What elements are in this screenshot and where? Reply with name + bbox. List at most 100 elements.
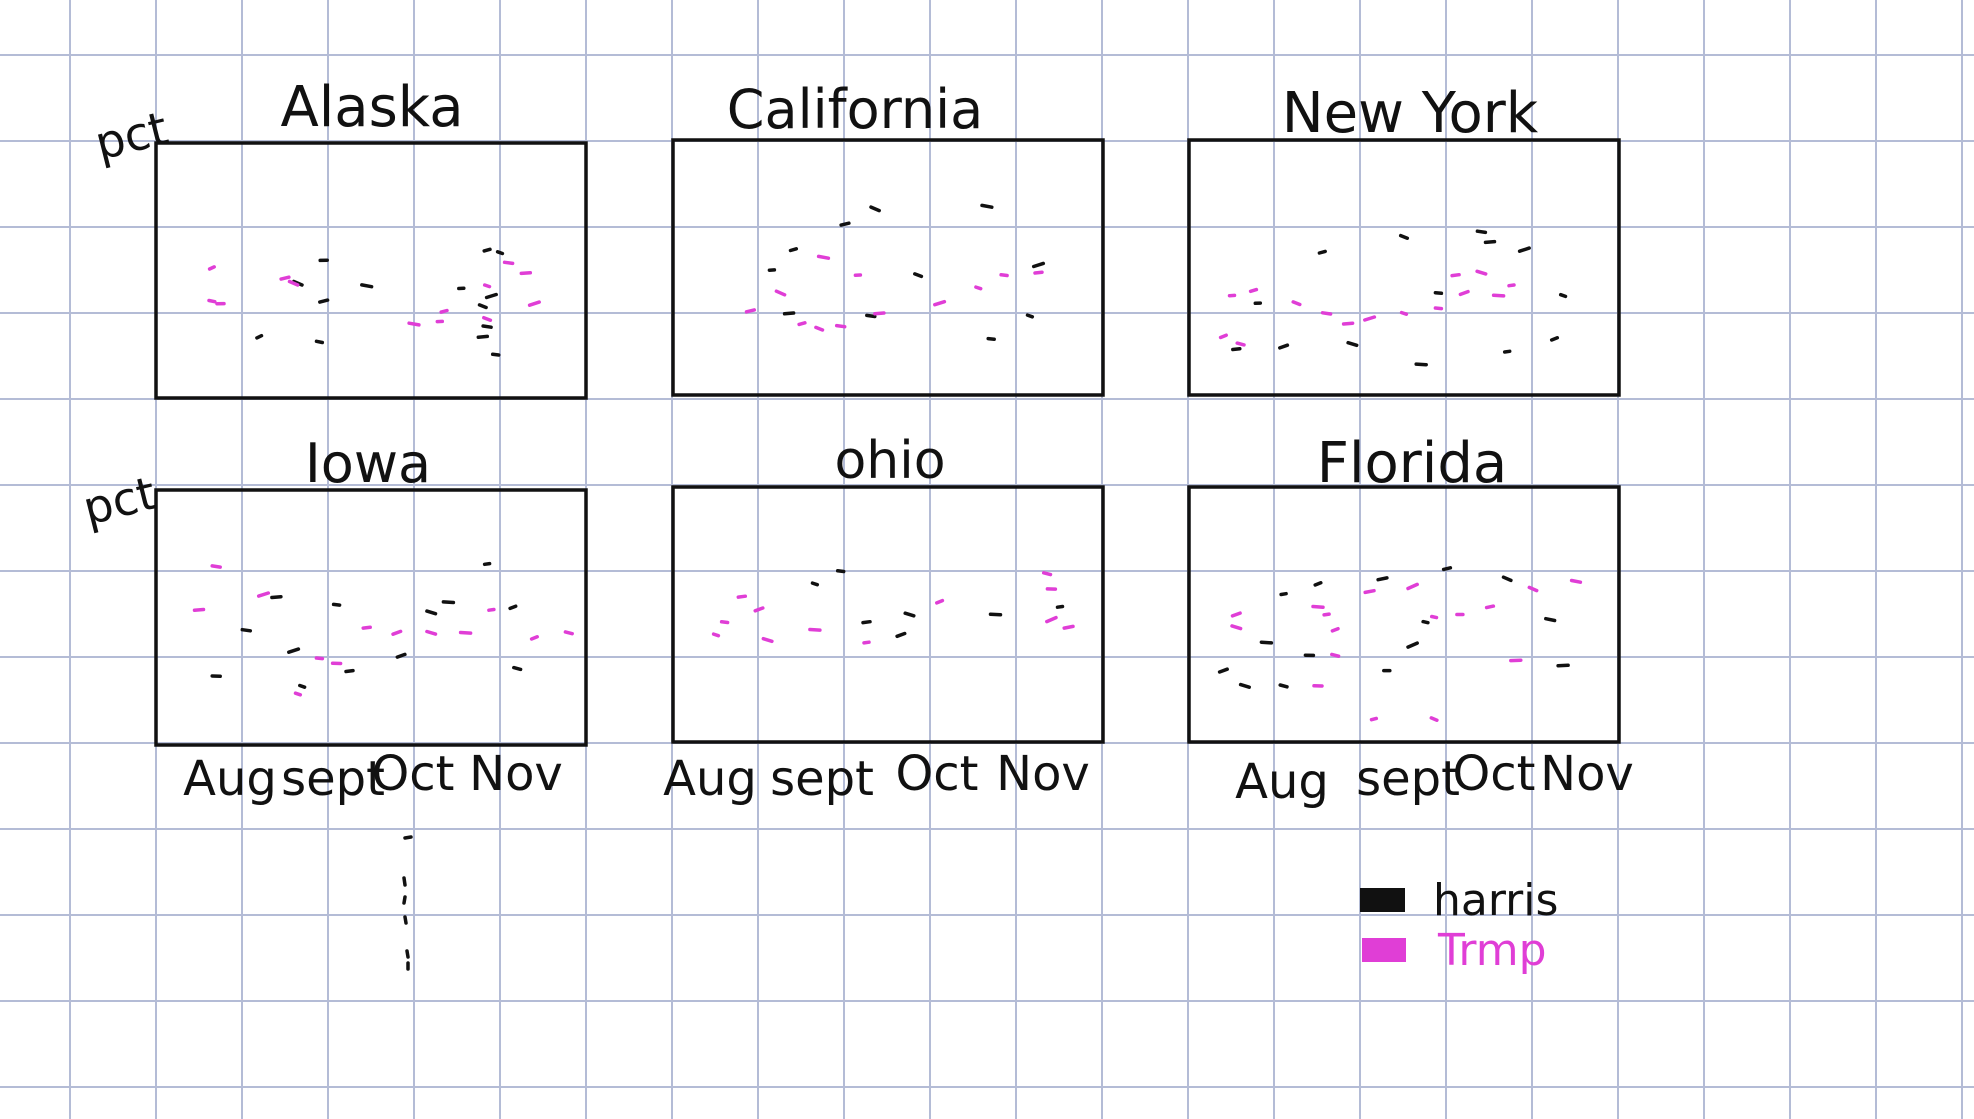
x-label-col2-aug: Aug	[663, 751, 757, 807]
ohio-harris-mark	[810, 581, 820, 587]
panel-frame-california	[671, 138, 1105, 397]
alaska-harris-mark	[360, 283, 374, 289]
new-york-harris-mark	[1414, 362, 1428, 367]
ohio-trump-mark	[753, 606, 765, 613]
iowa-harris-mark	[287, 647, 301, 654]
iowa-harris-mark	[482, 561, 492, 567]
alaska-harris-mark	[477, 303, 488, 310]
new-york-harris-mark	[1278, 343, 1290, 350]
x-label-col3-nov: Nov	[1540, 746, 1634, 802]
alaska-harris-mark	[490, 352, 501, 357]
x-label-col2-nov: Nov	[996, 746, 1090, 802]
ohio-trump-mark	[808, 627, 822, 632]
florida-trump-mark	[1369, 716, 1379, 722]
iowa-harris-mark	[425, 609, 438, 616]
iowa-trump-mark	[256, 591, 271, 598]
ohio-trump-mark	[711, 632, 721, 638]
legend-swatch-trump	[1362, 938, 1406, 962]
alaska-trump-mark	[407, 321, 421, 327]
ohio-harris-mark	[1055, 604, 1065, 609]
new-york-harris-mark	[1558, 292, 1568, 299]
panel-title-new-york: New York	[1282, 81, 1539, 146]
iowa-trump-mark	[529, 635, 539, 641]
panel-frame-new-york	[1187, 138, 1621, 397]
new-york-harris-mark	[1398, 233, 1410, 240]
iowa-trump-mark	[210, 564, 222, 569]
alaska-trump-mark	[482, 283, 492, 289]
alaska-harris-mark	[314, 339, 325, 345]
california-trump-mark	[1033, 270, 1044, 275]
dotted-continuation-line	[402, 835, 413, 971]
new-york-harris-mark	[1317, 249, 1327, 255]
california-trump-mark	[797, 321, 807, 327]
iowa-trump-mark	[425, 629, 438, 636]
panel-title-ohio: ohio	[834, 431, 945, 491]
california-trump-mark	[774, 289, 787, 297]
alaska-harris-mark	[481, 324, 493, 329]
florida-trump-mark	[1230, 611, 1242, 618]
new-york-harris-mark	[1517, 246, 1531, 253]
alaska-trump-mark	[527, 300, 541, 307]
florida-harris-mark	[1238, 682, 1251, 689]
panel-frame-ohio	[671, 485, 1105, 744]
panel-title-alaska: Alaska	[280, 75, 463, 140]
new-york-harris-mark	[1549, 336, 1560, 342]
new-york-trump-mark	[1491, 293, 1506, 298]
ohio-harris-mark	[835, 569, 846, 574]
alaska-trump-mark	[287, 279, 300, 287]
iowa-harris-mark	[331, 602, 342, 607]
california-trump-mark	[933, 299, 947, 307]
florida-trump-mark	[1527, 585, 1539, 593]
iowa-trump-mark	[458, 630, 473, 635]
florida-trump-mark	[1429, 716, 1439, 722]
california-harris-mark	[986, 336, 996, 341]
new-york-trump-mark	[1433, 306, 1444, 311]
panel-frame-florida	[1187, 485, 1621, 744]
ohio-trump-mark	[1062, 624, 1075, 630]
california-trump-mark	[873, 311, 886, 316]
panel-title-california: California	[727, 78, 983, 141]
new-york-trump-mark	[1363, 315, 1377, 322]
florida-trump-mark	[1406, 582, 1419, 591]
legend-swatch-harris	[1360, 888, 1405, 912]
x-label-col3-aug: Aug	[1235, 754, 1329, 810]
y-axis-label-top: pct	[90, 101, 173, 171]
iowa-harris-mark	[395, 652, 407, 659]
alaska-trump-mark	[482, 315, 493, 322]
x-label-col1-nov: Nov	[469, 746, 563, 802]
ohio-trump-mark	[935, 598, 945, 605]
california-trump-mark	[744, 308, 757, 314]
iowa-trump-mark	[314, 656, 325, 661]
california-trump-mark	[814, 325, 825, 332]
iowa-harris-mark	[270, 594, 283, 600]
iowa-trump-mark	[563, 630, 574, 636]
new-york-trump-mark	[1475, 269, 1488, 276]
florida-trump-mark	[1311, 604, 1325, 609]
iowa-trump-mark	[487, 607, 496, 612]
florida-trump-mark	[1322, 612, 1331, 617]
ohio-harris-mark	[861, 619, 872, 625]
new-york-trump-mark	[1458, 289, 1470, 297]
ohio-trump-mark	[1041, 571, 1053, 577]
florida-trump-mark	[1330, 626, 1340, 633]
ohio-trump-mark	[1045, 615, 1058, 624]
florida-harris-mark	[1313, 581, 1323, 587]
y-axis-label-bottom: pct	[78, 466, 161, 536]
new-york-trump-mark	[1248, 287, 1259, 294]
iowa-harris-mark	[298, 683, 307, 689]
iowa-trump-mark	[293, 691, 303, 697]
iowa-harris-mark	[441, 600, 456, 605]
alaska-trump-mark	[279, 275, 291, 281]
florida-harris-mark	[1421, 619, 1430, 625]
new-york-harris-mark	[1231, 346, 1242, 352]
new-york-trump-mark	[1291, 300, 1302, 307]
new-york-harris-mark	[1346, 340, 1359, 348]
florida-trump-mark	[1484, 604, 1496, 610]
alaska-harris-mark	[482, 247, 492, 253]
iowa-harris-mark	[512, 665, 523, 672]
new-york-harris-mark	[1502, 349, 1512, 354]
new-york-trump-mark	[1507, 283, 1516, 288]
alaska-harris-mark	[318, 298, 330, 304]
california-harris-mark	[865, 313, 877, 319]
california-harris-mark	[1031, 261, 1046, 269]
